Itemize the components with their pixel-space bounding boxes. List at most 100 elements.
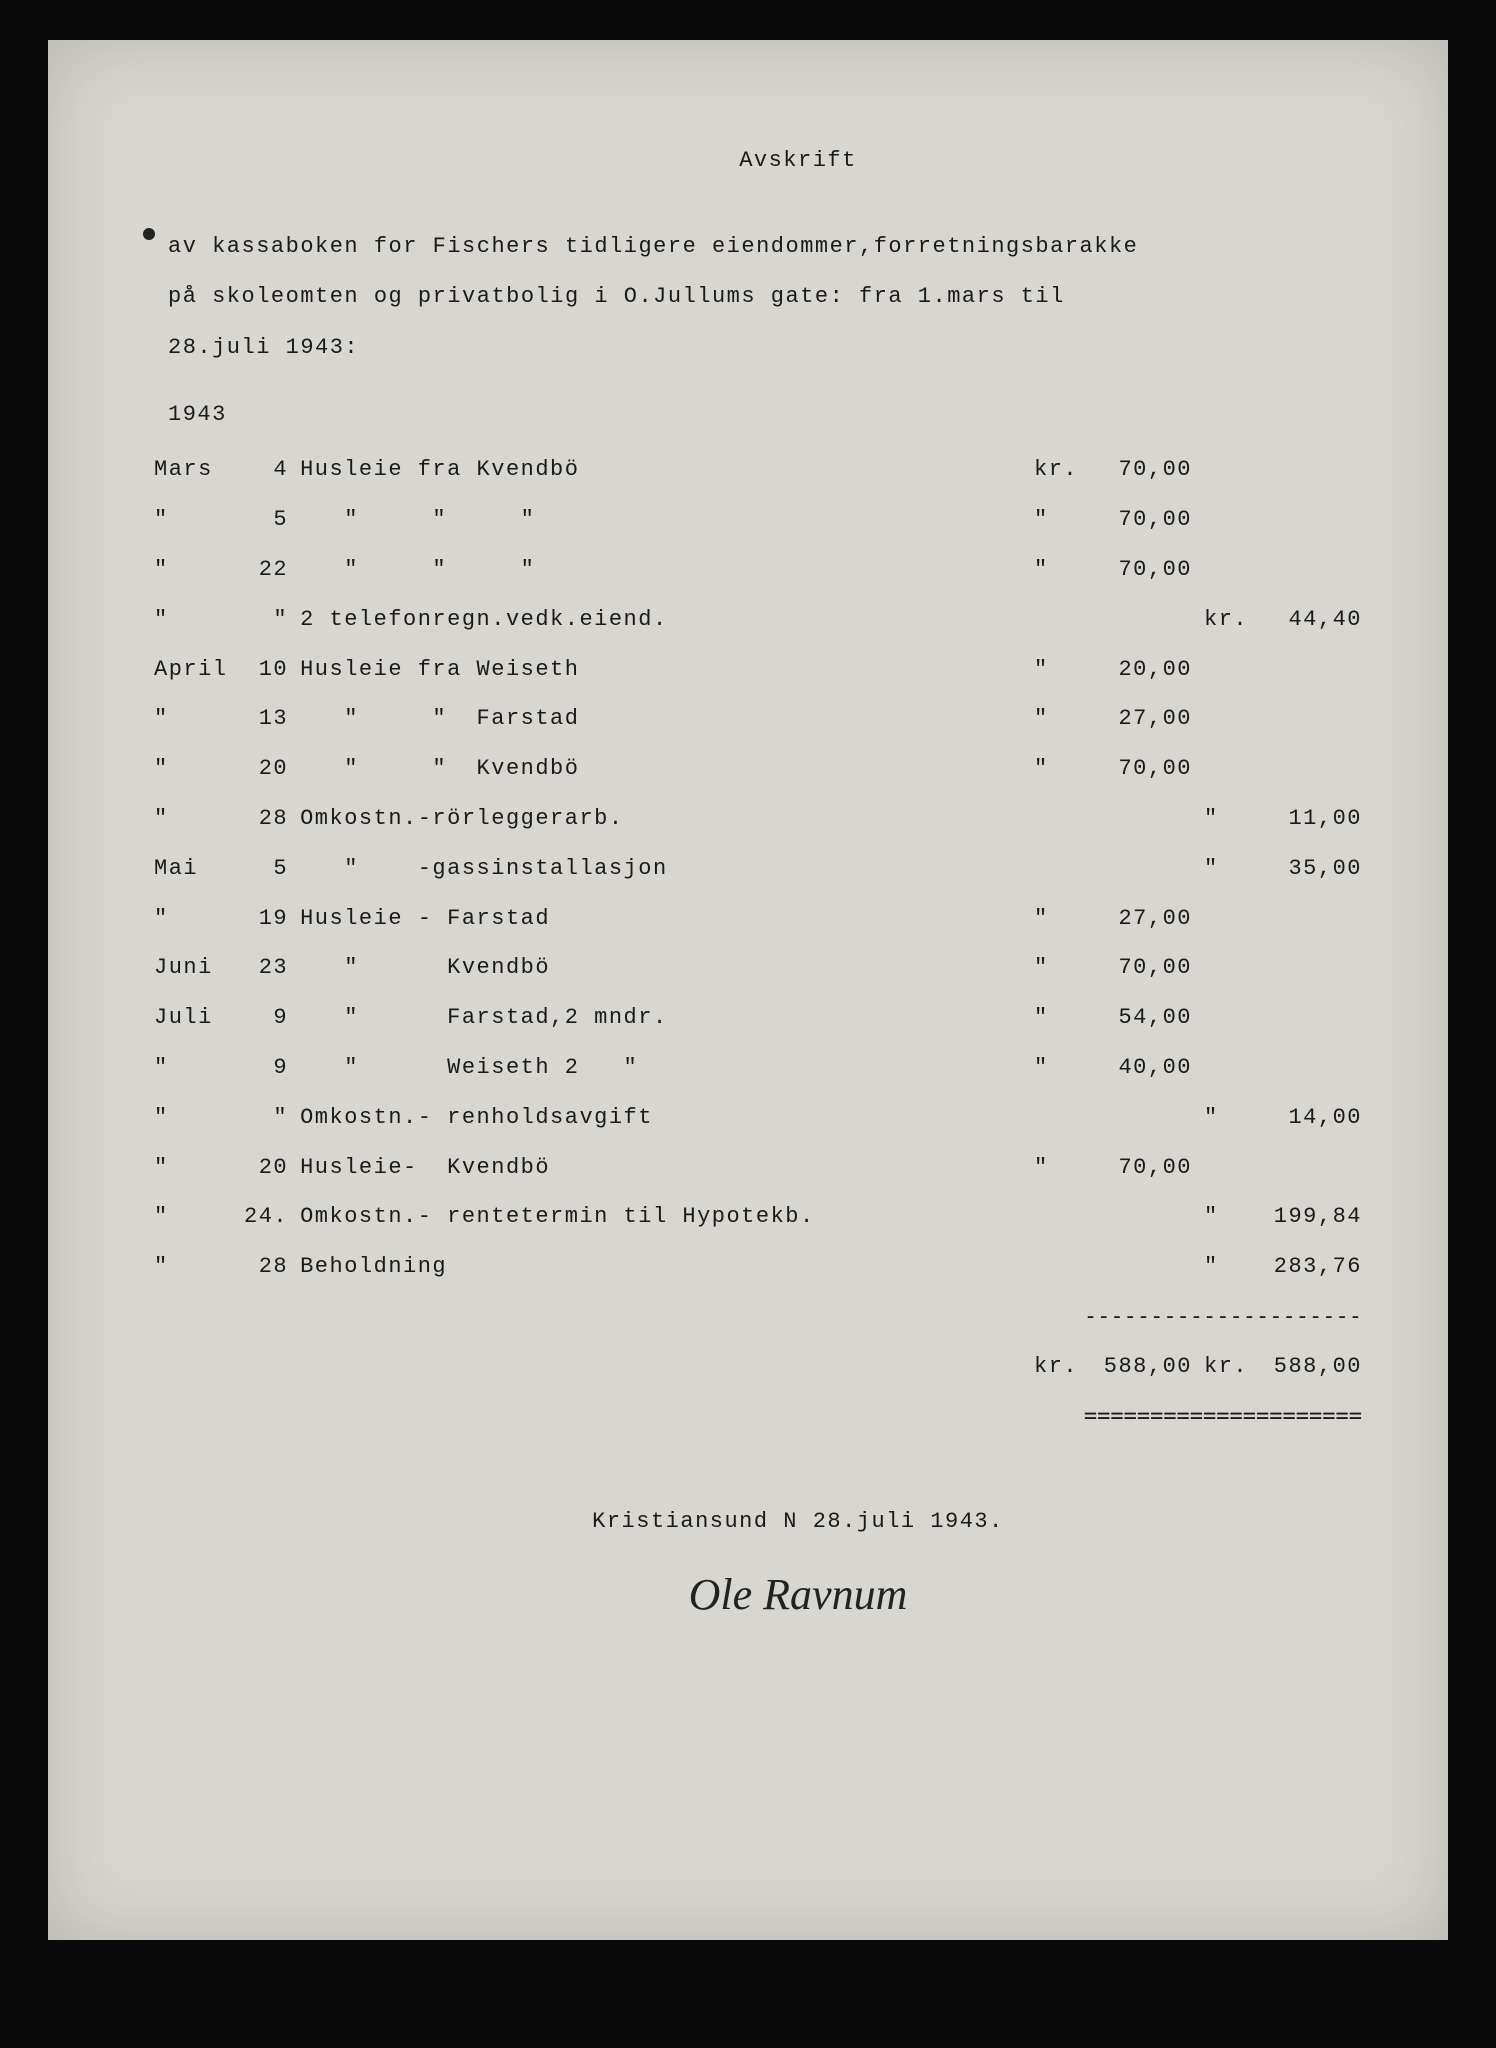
cell-currency-1: ": [1028, 495, 1088, 545]
cell-day: 24.: [238, 1192, 294, 1242]
cell-month: ": [148, 1242, 238, 1292]
cell-amount-1: 70,00: [1088, 1143, 1198, 1193]
cell-amount-2: 11,00: [1258, 794, 1368, 844]
cell-amount-1: 70,00: [1088, 545, 1198, 595]
cell-amount-2: 199,84: [1258, 1192, 1368, 1242]
cell-currency-1: ": [1028, 744, 1088, 794]
cell-currency-1: ": [1028, 545, 1088, 595]
cell-day: 9: [238, 1043, 294, 1093]
cell-month: Mai: [148, 844, 238, 894]
cell-amount-1: [1088, 595, 1198, 645]
cell-amount-2: 35,00: [1258, 844, 1368, 894]
ledger-row: "28Beholdning"283,76: [148, 1242, 1368, 1292]
cell-amount-1: 20,00: [1088, 645, 1198, 695]
cell-currency-1: ": [1028, 1043, 1088, 1093]
cell-month: ": [148, 744, 238, 794]
ledger-row: Juli9 " Farstad,2 mndr."54,00: [148, 993, 1368, 1043]
cell-desc: " " Farstad: [294, 694, 1028, 744]
ledger-row: Mai5 " -gassinstallasjon"35,00: [148, 844, 1368, 894]
cell-currency-2: ": [1198, 1093, 1258, 1143]
rule-row: ---------------------: [148, 1292, 1368, 1342]
cell-desc: Husleie fra Weiseth: [294, 645, 1028, 695]
cell-currency-2: [1198, 495, 1258, 545]
cell-currency-1: [1028, 1093, 1088, 1143]
ledger-row: ""Omkostn.- renholdsavgift"14,00: [148, 1093, 1368, 1143]
totals-row: kr.588,00kr.588,00: [148, 1342, 1368, 1392]
cell-currency-1: [1028, 794, 1088, 844]
ledger-row: Juni23 " Kvendbö"70,00: [148, 943, 1368, 993]
ledger-row: ""2 telefonregn.vedk.eiend.kr.44,40: [148, 595, 1368, 645]
intro-text: av kassaboken for Fischers tidligere eie…: [168, 222, 1358, 374]
cell-currency-1: [1028, 1242, 1088, 1292]
intro-line-1: av kassaboken for Fischers tidligere eie…: [168, 222, 1358, 273]
ledger-row: "5 " " ""70,00: [148, 495, 1368, 545]
cell-desc: Omkostn.- rentetermin til Hypotekb.: [294, 1192, 1028, 1242]
cell-desc: " " ": [294, 495, 1028, 545]
cell-month: Mars: [148, 445, 238, 495]
signature-block: Kristiansund N 28.juli 1943. Ole Ravnum: [238, 1501, 1358, 1636]
document-page: Avskrift av kassaboken for Fischers tidl…: [48, 40, 1448, 1940]
cell-amount-1: 70,00: [1088, 445, 1198, 495]
cell-amount-1: 70,00: [1088, 943, 1198, 993]
cell-amount-2: 44,40: [1258, 595, 1368, 645]
rule-row-2: =====================: [148, 1392, 1368, 1442]
cell-currency-1: ": [1028, 943, 1088, 993]
cell-amount-2: [1258, 894, 1368, 944]
cell-month: ": [148, 1043, 238, 1093]
cell-day: 23: [238, 943, 294, 993]
ledger-row: "9 " Weiseth 2 ""40,00: [148, 1043, 1368, 1093]
ledger-table: Mars4Husleie fra Kvendbökr.70,00"5 " " "…: [148, 445, 1368, 1441]
cell-currency-2: [1198, 894, 1258, 944]
intro-line-3: 28.juli 1943:: [168, 323, 1358, 374]
cell-amount-1: [1088, 1242, 1198, 1292]
cell-amount-2: [1258, 694, 1368, 744]
cell-currency-1: kr.: [1028, 445, 1088, 495]
cell-day: 28: [238, 794, 294, 844]
ledger-row: "24.Omkostn.- rentetermin til Hypotekb."…: [148, 1192, 1368, 1242]
cell-month: ": [148, 894, 238, 944]
cell-day: 20: [238, 1143, 294, 1193]
cell-day: 5: [238, 844, 294, 894]
page-title: Avskrift: [238, 140, 1358, 182]
cell-day: 4: [238, 445, 294, 495]
cell-currency-2: [1198, 943, 1258, 993]
cell-amount-1: 70,00: [1088, 744, 1198, 794]
cell-currency-2: [1198, 545, 1258, 595]
cell-currency-2: [1198, 694, 1258, 744]
cell-desc: " Weiseth 2 ": [294, 1043, 1028, 1093]
double-rule: =====================: [1028, 1392, 1368, 1442]
cell-day: 19: [238, 894, 294, 944]
cell-month: ": [148, 545, 238, 595]
cell-currency-2: [1198, 744, 1258, 794]
cell-amount-1: [1088, 1093, 1198, 1143]
ledger-row: "22 " " ""70,00: [148, 545, 1368, 595]
ledger-row: "20Husleie- Kvendbö"70,00: [148, 1143, 1368, 1193]
cell-currency-1: ": [1028, 645, 1088, 695]
cell-desc: 2 telefonregn.vedk.eiend.: [294, 595, 1028, 645]
cell-amount-2: [1258, 495, 1368, 545]
cell-month: April: [148, 645, 238, 695]
cell-month: Juni: [148, 943, 238, 993]
ledger-row: Mars4Husleie fra Kvendbökr.70,00: [148, 445, 1368, 495]
cell-desc: Husleie- Kvendbö: [294, 1143, 1028, 1193]
ledger-row: "20 " " Kvendbö"70,00: [148, 744, 1368, 794]
cell-desc: Husleie fra Kvendbö: [294, 445, 1028, 495]
cell-desc: " " Kvendbö: [294, 744, 1028, 794]
cell-month: Juli: [148, 993, 238, 1043]
cell-currency-1: ": [1028, 993, 1088, 1043]
cell-currency-2: ": [1198, 1192, 1258, 1242]
ledger-row: "28Omkostn.-rörleggerarb."11,00: [148, 794, 1368, 844]
year-label: 1943: [168, 394, 1358, 436]
cell-day: 13: [238, 694, 294, 744]
cell-currency-2: ": [1198, 794, 1258, 844]
ledger-row: "19Husleie - Farstad"27,00: [148, 894, 1368, 944]
cell-month: ": [148, 1143, 238, 1193]
cell-amount-2: [1258, 1043, 1368, 1093]
cell-day: 9: [238, 993, 294, 1043]
cell-day: 20: [238, 744, 294, 794]
cell-amount-1: 27,00: [1088, 894, 1198, 944]
cell-currency-2: kr.: [1198, 595, 1258, 645]
cell-day: ": [238, 595, 294, 645]
cell-currency-2: [1198, 1043, 1258, 1093]
cell-month: ": [148, 1192, 238, 1242]
